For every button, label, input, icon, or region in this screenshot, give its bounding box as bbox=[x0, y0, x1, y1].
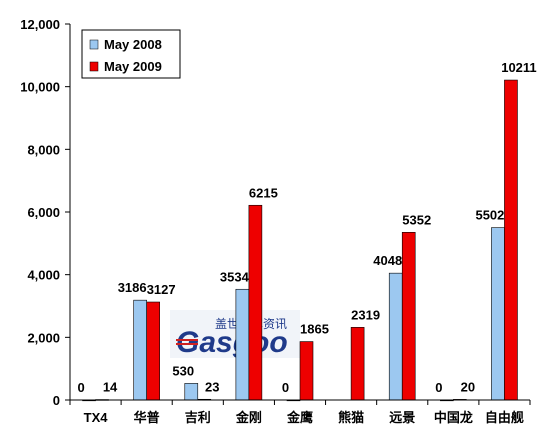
data-label: 5352 bbox=[402, 212, 431, 227]
data-label: 0 bbox=[282, 380, 289, 395]
x-category-label: 金鹰 bbox=[286, 410, 313, 425]
data-label: 10211 bbox=[501, 60, 536, 75]
x-category-label: 熊猫 bbox=[338, 410, 364, 425]
bar bbox=[133, 299, 147, 401]
x-category-label: TX4 bbox=[84, 410, 109, 425]
bar bbox=[504, 79, 518, 401]
data-label: 20 bbox=[461, 379, 475, 394]
data-labels: 0 14 3186 3127 530 23 3534 6215 0 1865 2319 4048 535… bbox=[77, 60, 536, 395]
y-tick-label: 2,000 bbox=[27, 330, 60, 345]
x-category-label: 金刚 bbox=[235, 410, 262, 425]
bar bbox=[350, 327, 365, 401]
bar bbox=[248, 204, 263, 401]
data-label: 14 bbox=[103, 380, 118, 395]
data-label: 23 bbox=[205, 379, 219, 394]
watermark-brand-text: Gasgoo bbox=[176, 326, 288, 359]
x-category-label: 自由舰 bbox=[485, 410, 524, 425]
bar bbox=[184, 383, 199, 401]
legend-swatch-may-2009 bbox=[89, 61, 99, 72]
data-label: 2319 bbox=[351, 307, 380, 322]
legend: May 2008 May 2009 bbox=[81, 29, 181, 79]
bar bbox=[299, 341, 314, 401]
bar bbox=[388, 272, 403, 401]
bar bbox=[401, 232, 416, 401]
data-label: 0 bbox=[435, 380, 442, 395]
y-tick-label: 8,000 bbox=[27, 142, 60, 157]
legend-swatch-may-2008 bbox=[89, 39, 99, 50]
data-label: 530 bbox=[172, 363, 194, 378]
data-label: 3186 bbox=[118, 280, 147, 295]
y-tick-label: 6,000 bbox=[27, 205, 60, 220]
legend-label-may-2008: May 2008 bbox=[104, 37, 162, 52]
x-axis: TX4 华普 吉利 金刚 金鹰 熊猫 远景 中国龙 自由舰 bbox=[69, 399, 531, 425]
data-label: 5502 bbox=[475, 208, 504, 223]
x-category-label: 中国龙 bbox=[434, 410, 473, 425]
data-label: 1865 bbox=[300, 322, 329, 337]
data-label: 4048 bbox=[373, 253, 402, 268]
bar bbox=[146, 301, 160, 401]
x-category-label: 远景 bbox=[389, 410, 415, 425]
x-category-label: 华普 bbox=[134, 410, 160, 425]
y-tick-label: 10,000 bbox=[20, 80, 60, 95]
legend-box bbox=[81, 29, 181, 79]
legend-label-may-2009: May 2009 bbox=[104, 59, 162, 74]
data-label: 3534 bbox=[220, 269, 250, 284]
bar bbox=[491, 227, 505, 401]
bar bbox=[235, 288, 250, 401]
x-category-label: 吉利 bbox=[185, 410, 211, 425]
watermark: 盖世汽车资讯 Gasgoo bbox=[170, 310, 300, 359]
y-tick-label: 12,000 bbox=[20, 17, 60, 32]
y-tick-label: 0 bbox=[53, 393, 60, 408]
data-label: 0 bbox=[77, 380, 84, 395]
y-axis: 0 2,000 4,000 6,000 8,000 10,000 12,000 bbox=[20, 17, 71, 408]
bars bbox=[82, 79, 518, 402]
watermark-background bbox=[170, 310, 300, 358]
data-label: 3127 bbox=[147, 282, 176, 297]
y-tick-label: 4,000 bbox=[27, 268, 60, 283]
data-label: 6215 bbox=[249, 185, 278, 200]
